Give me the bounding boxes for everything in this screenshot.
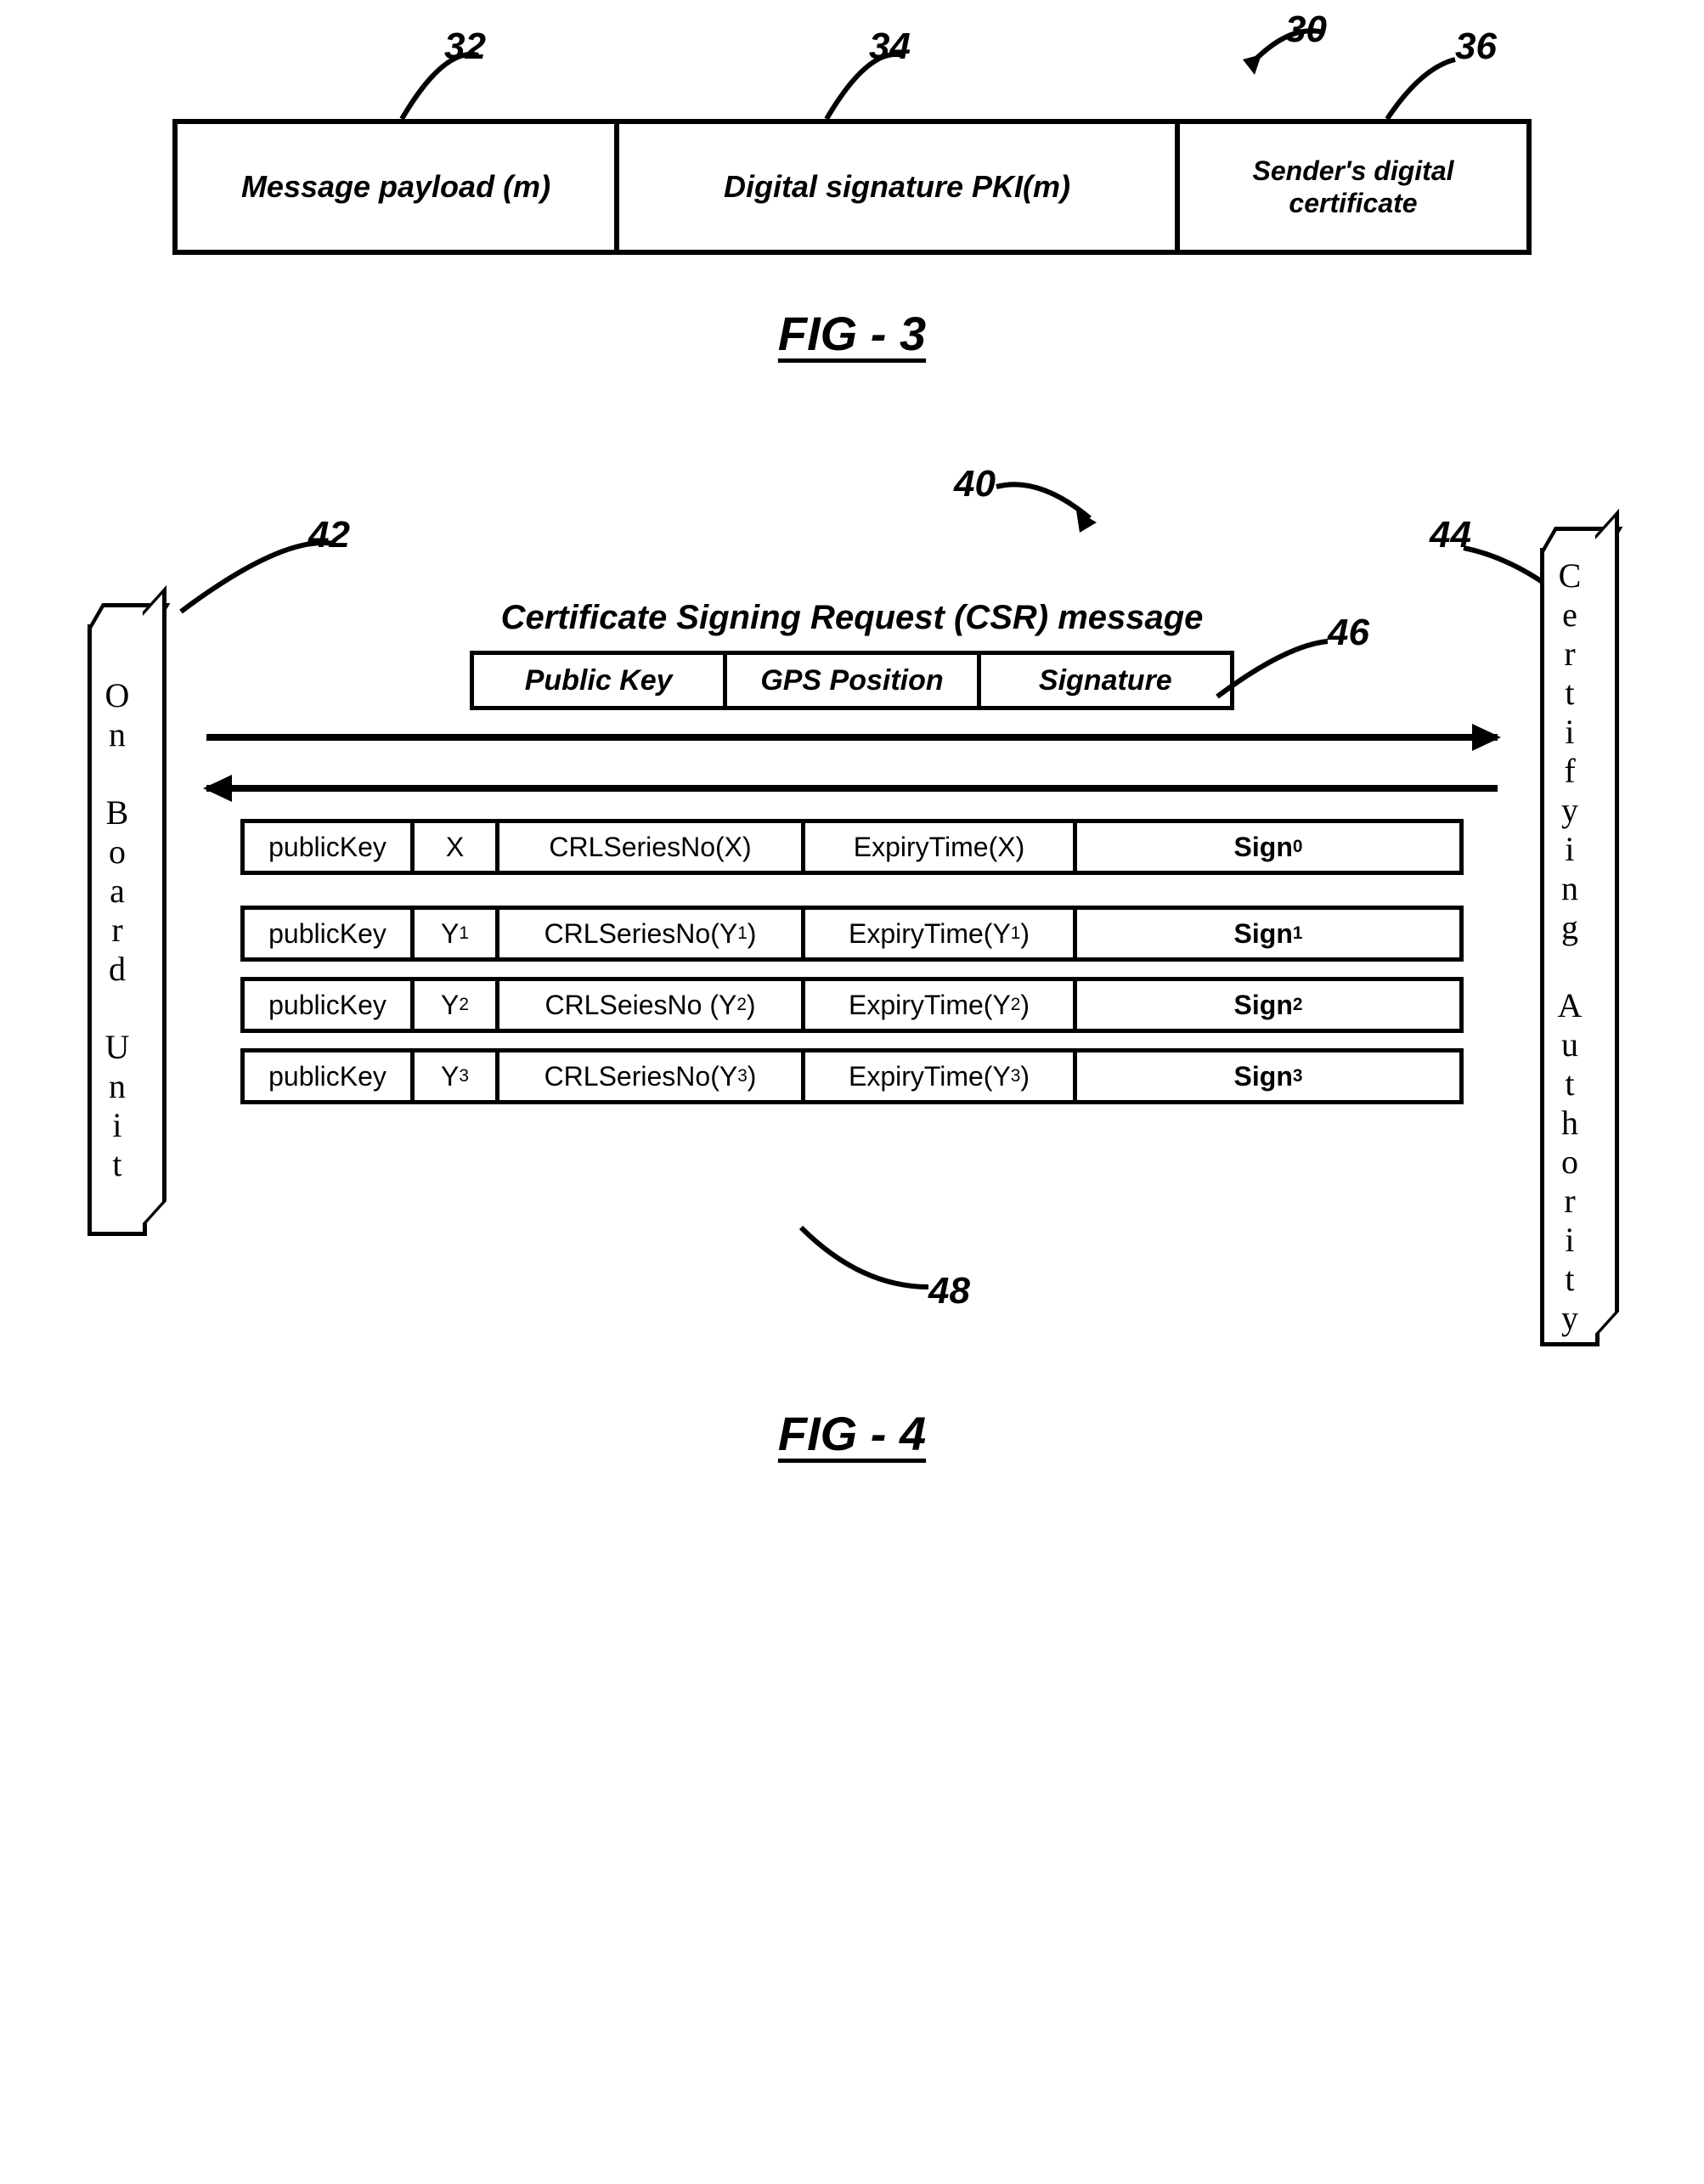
ref-34: 34 — [869, 25, 911, 68]
ref-48: 48 — [928, 1270, 970, 1312]
cell-payload: Message payload (m) — [178, 124, 619, 250]
cell-crl: CRLSeiesNo (Y2) — [499, 981, 805, 1029]
cell-certificate: Sender's digital certificate — [1180, 124, 1526, 250]
lead-line-40 — [988, 471, 1107, 531]
cell-public-key: publicKey — [245, 981, 415, 1029]
cell-expiry: ExpiryTime(Y1) — [805, 910, 1077, 957]
cell-public-key: publicKey — [245, 1052, 415, 1100]
cell-public-key: publicKey — [245, 910, 415, 957]
cell-public-key: publicKey — [245, 823, 415, 871]
cell-sign: Sign1 — [1077, 910, 1459, 957]
ref-30: 30 — [1285, 8, 1327, 51]
csr-title: Certificate Signing Request (CSR) messag… — [206, 599, 1498, 637]
fig4-caption: FIG - 4 — [68, 1406, 1636, 1461]
cell-id: X — [415, 823, 499, 871]
cell-id: Y1 — [415, 910, 499, 957]
ref-40: 40 — [954, 463, 996, 505]
cell-signature: Digital signature PKI(m) — [619, 124, 1180, 250]
certifying-authority-pillar: C e r t i f y i n g A u t h o r i t y — [1540, 548, 1600, 1346]
csr-field-signature: Signature — [981, 655, 1230, 706]
csr-field-public-key: Public Key — [474, 655, 727, 706]
message-structure: Message payload (m) Digital signature PK… — [172, 119, 1532, 255]
response-row: publicKeyY3CRLSeriesNo(Y3)ExpiryTime(Y3)… — [240, 1048, 1464, 1104]
cell-expiry: ExpiryTime(Y3) — [805, 1052, 1077, 1100]
response-row: publicKeyY1CRLSeriesNo(Y1)ExpiryTime(Y1)… — [240, 906, 1464, 962]
cell-crl: CRLSeriesNo(Y3) — [499, 1052, 805, 1100]
cell-expiry: ExpiryTime(Y2) — [805, 981, 1077, 1029]
onboard-unit-pillar: O n B o a r d U n i t — [87, 624, 147, 1236]
cell-sign: Sign3 — [1077, 1052, 1459, 1100]
response-rows: publicKeyXCRLSeriesNo(X)ExpiryTime(X)Sig… — [206, 819, 1498, 1104]
figure-3: 30 32 34 36 Message payload (m) Digital … — [130, 119, 1574, 361]
ref-44: 44 — [1430, 514, 1471, 556]
cell-id: Y2 — [415, 981, 499, 1029]
ref-36: 36 — [1455, 25, 1497, 68]
csr-fields: Public Key GPS Position Signature — [470, 651, 1234, 710]
arrow-response — [206, 785, 1498, 793]
ref-42: 42 — [308, 514, 350, 556]
onboard-unit-text: O n B o a r d U n i t — [105, 676, 130, 1184]
cell-expiry: ExpiryTime(X) — [805, 823, 1077, 871]
fig3-caption: FIG - 3 — [130, 306, 1574, 361]
figure-4: 40 42 44 46 O n B o a r d U n i t C e r … — [87, 531, 1617, 1380]
cell-crl: CRLSeriesNo(Y1) — [499, 910, 805, 957]
cell-sign: Sign2 — [1077, 981, 1459, 1029]
cell-id: Y3 — [415, 1052, 499, 1100]
certifying-authority-text: C e r t i f y i n g A u t h o r i t y — [1558, 556, 1583, 1338]
csr-center-area: Certificate Signing Request (CSR) messag… — [206, 599, 1498, 1355]
ref-32: 32 — [444, 25, 486, 68]
response-row: publicKeyY2CRLSeiesNo (Y2)ExpiryTime(Y2)… — [240, 977, 1464, 1033]
response-row: publicKeyXCRLSeriesNo(X)ExpiryTime(X)Sig… — [240, 819, 1464, 875]
cell-sign: Sign0 — [1077, 823, 1459, 871]
csr-field-gps: GPS Position — [727, 655, 980, 706]
cell-crl: CRLSeriesNo(X) — [499, 823, 805, 871]
arrow-request — [206, 734, 1498, 742]
